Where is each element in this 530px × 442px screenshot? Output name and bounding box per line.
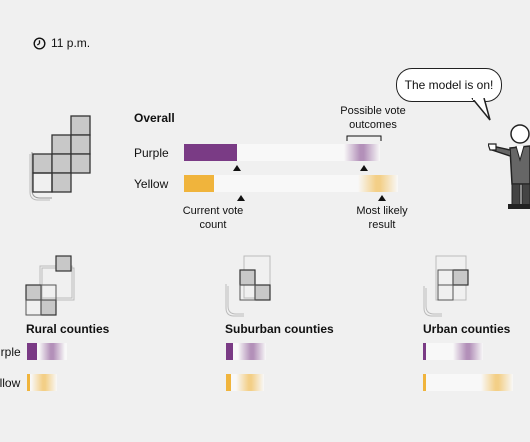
suburban-bar-yellow	[226, 374, 264, 391]
rural-range-yellow	[31, 374, 57, 391]
rural-bar-yellow	[27, 374, 57, 391]
urban-range-yellow	[481, 374, 513, 391]
range-bracket	[346, 135, 382, 141]
rural-title: Rural counties	[26, 322, 110, 336]
possible-outcomes-annotation: Possible vote outcomes	[340, 105, 406, 131]
urban-bar-purple	[423, 343, 483, 360]
rural-range-purple	[39, 343, 65, 360]
candidate-label-yellow: Yellow	[134, 177, 169, 191]
suburban-map-icon	[225, 255, 271, 317]
overall-title: Overall	[134, 111, 175, 125]
current-marker-purple	[233, 165, 241, 171]
suburban-current-purple	[226, 343, 233, 360]
likely-marker-yellow	[378, 195, 386, 201]
speech-bubble: The model is on!	[396, 68, 502, 102]
suburban-current-yellow	[226, 374, 231, 391]
clock-icon	[33, 36, 46, 50]
rural-yellow-label: Yellow	[0, 376, 21, 390]
suburban-title: Suburban counties	[225, 322, 334, 336]
time-display: 11 p.m.	[33, 36, 90, 50]
current-count-annotation: Current vote count	[182, 205, 244, 231]
urban-current-yellow	[423, 374, 426, 391]
bar-purple	[184, 144, 380, 161]
current-count-purple	[184, 144, 237, 161]
likely-result-annotation: Most likely result	[356, 205, 408, 231]
urban-title: Urban counties	[423, 322, 511, 336]
urban-map-icon	[423, 255, 469, 317]
time-label: 11 p.m.	[51, 36, 91, 50]
suburban-range-yellow	[236, 374, 264, 391]
rural-map-icon	[25, 255, 75, 316]
state-map-icon	[29, 115, 91, 201]
suburban-range-purple	[238, 343, 266, 360]
rural-current-yellow	[27, 374, 30, 391]
current-marker-yellow	[237, 195, 245, 201]
outcome-range-purple	[344, 144, 380, 161]
bar-yellow	[184, 175, 398, 192]
urban-bar-yellow	[423, 374, 513, 391]
urban-current-purple	[423, 343, 426, 360]
rural-bar-purple	[27, 343, 67, 360]
candidate-label-purple: Purple	[134, 146, 169, 160]
outcome-range-yellow	[358, 175, 398, 192]
speech-bubble-tail	[471, 98, 491, 121]
current-count-yellow	[184, 175, 214, 192]
likely-marker-purple	[360, 165, 368, 171]
rural-purple-label: Purple	[0, 345, 21, 359]
urban-range-purple	[453, 343, 483, 360]
presenter-figure-icon	[488, 124, 530, 209]
suburban-bar-purple	[226, 343, 266, 360]
rural-current-purple	[27, 343, 37, 360]
